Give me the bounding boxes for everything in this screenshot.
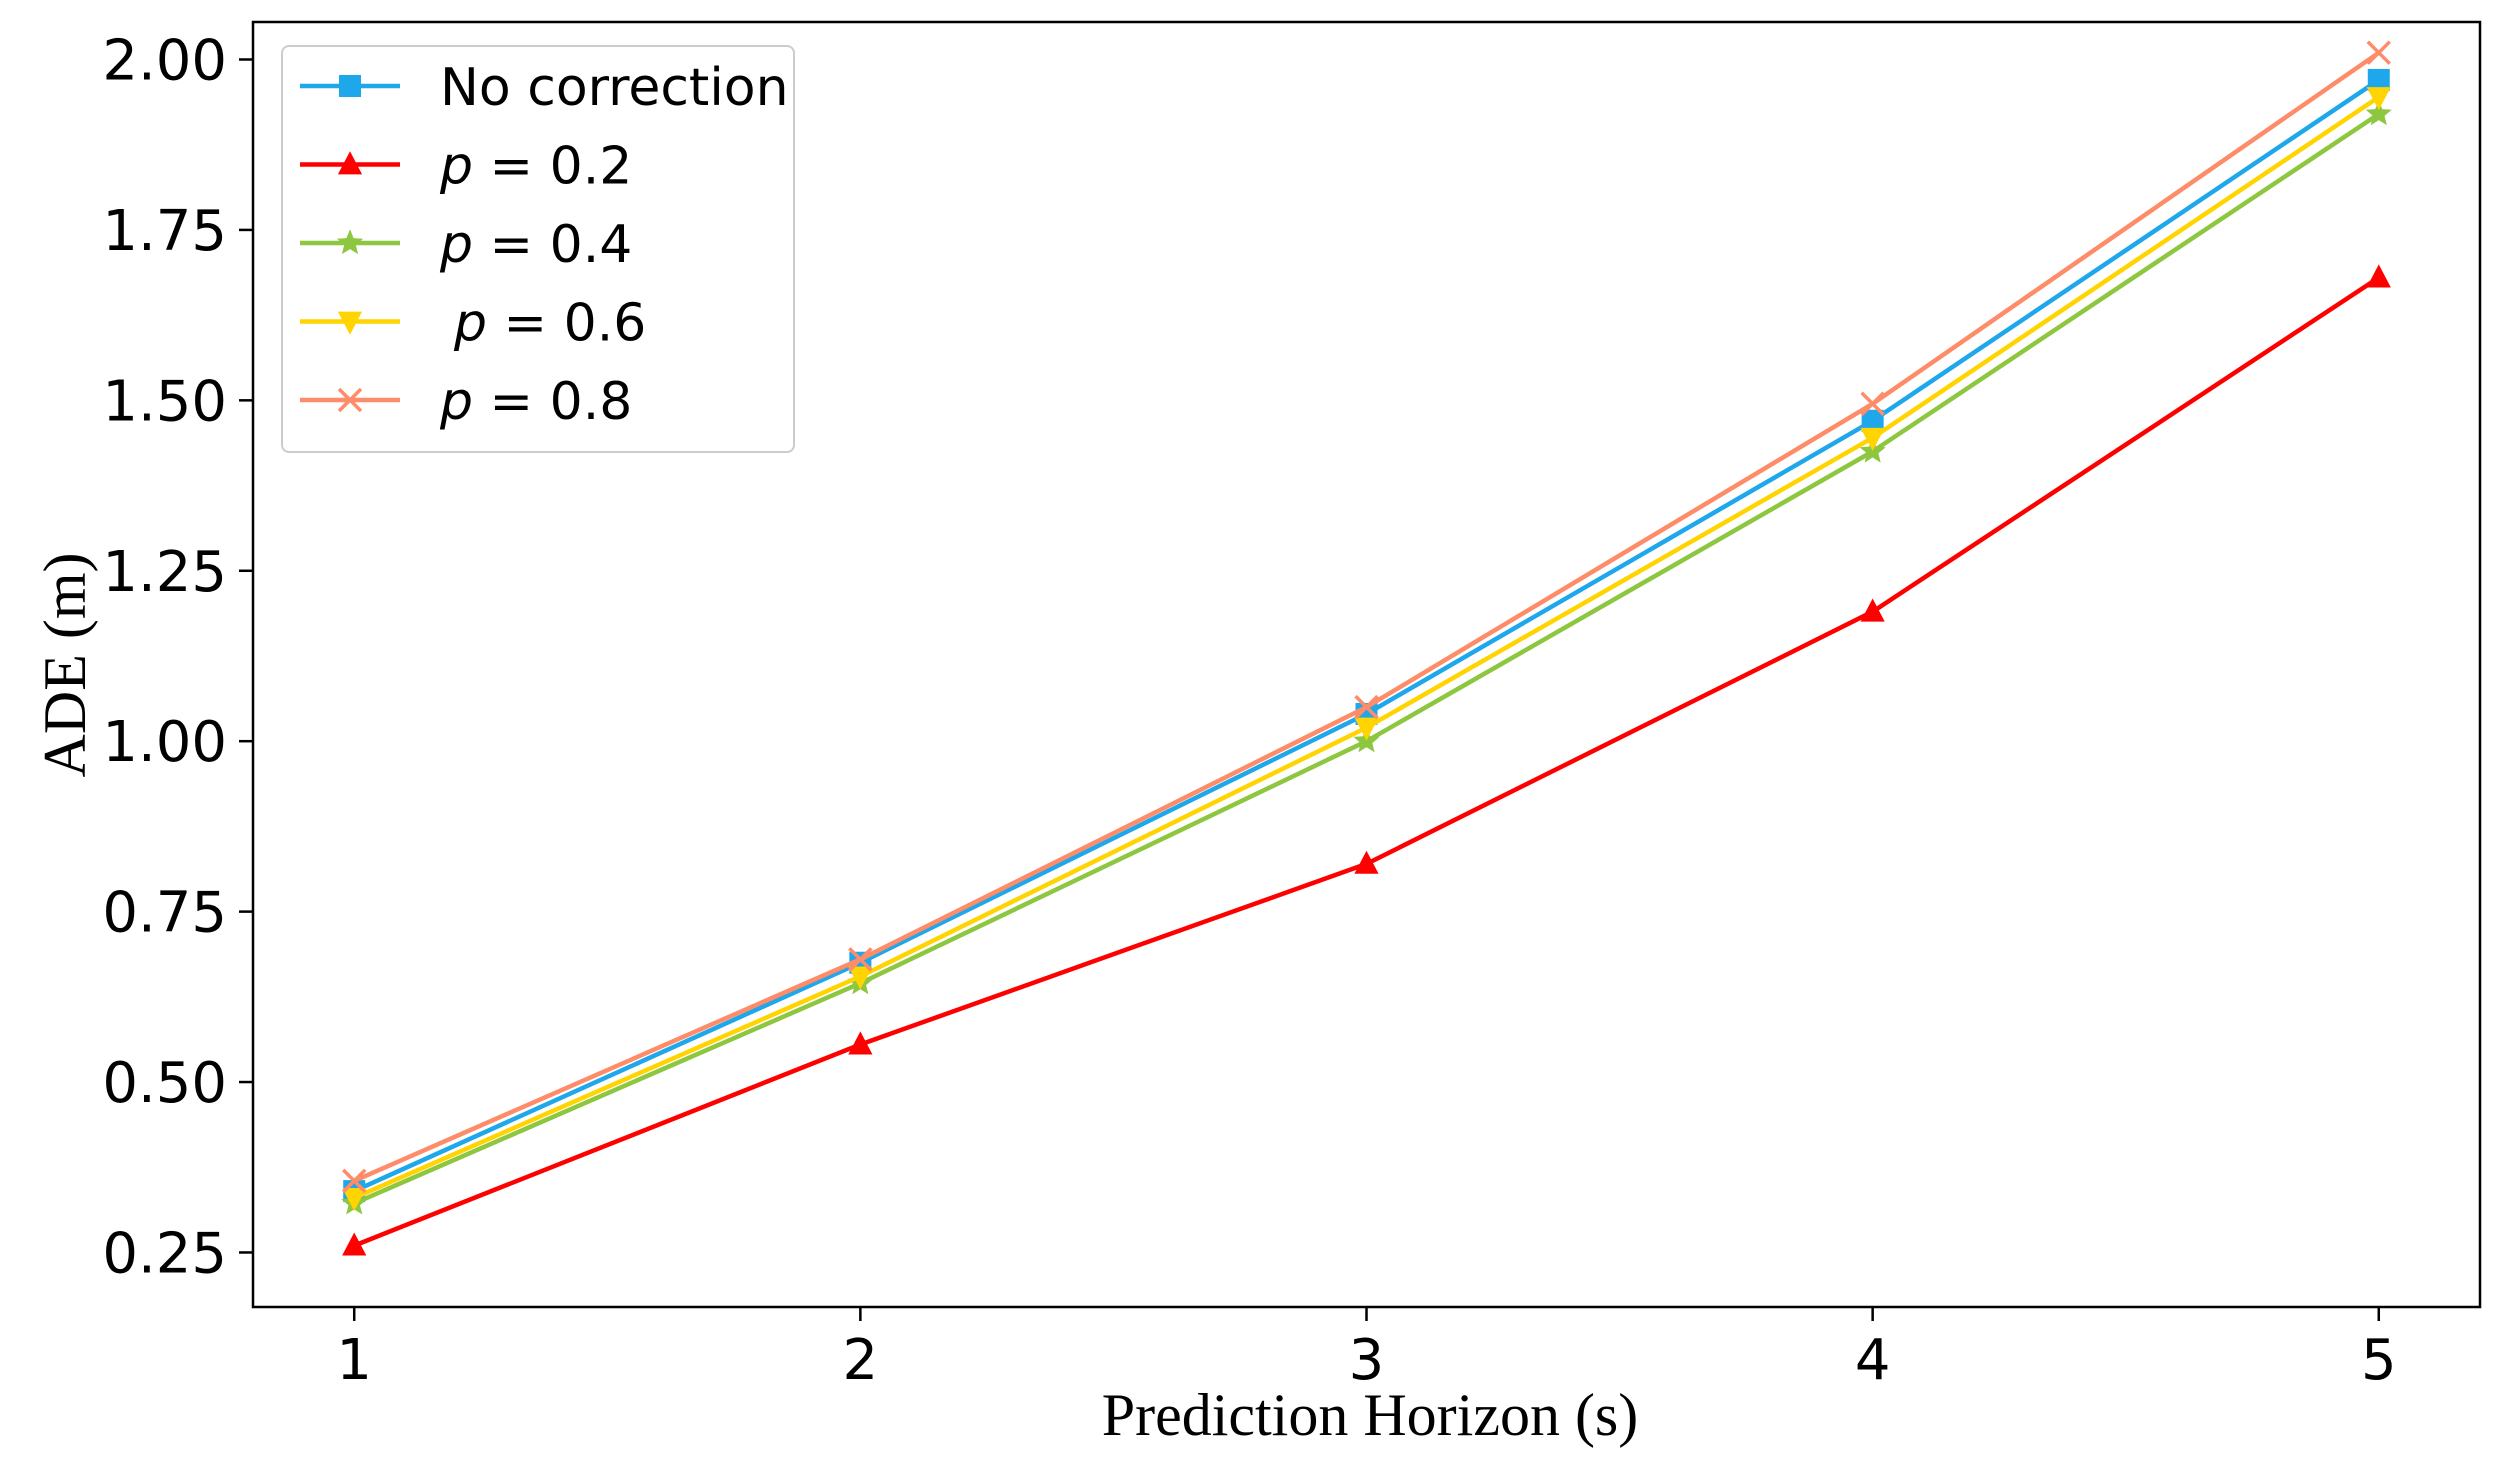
x-axis-title: Prediction Horizon (s): [1102, 1382, 1639, 1448]
data-point: [848, 966, 873, 990]
data-point: [1354, 694, 1379, 720]
data-point: [1861, 409, 1884, 432]
legend-entry: No correction: [300, 58, 789, 118]
legend: No correction p = 0.2 p = 0.4 p = 0.6 p = 0.…: [281, 45, 795, 453]
legend-marker: [336, 229, 364, 255]
legend-marker: [337, 387, 363, 413]
y-tick-label: 0.50: [102, 1051, 227, 1116]
data-point: [2367, 68, 2390, 91]
legend-entry: p = 0.6: [300, 294, 646, 354]
legend-label: No correction: [440, 58, 789, 118]
x-tick-label: 4: [1855, 1328, 1891, 1393]
legend-entry: p = 0.8: [300, 372, 632, 432]
data-point: [1860, 427, 1885, 452]
x-tick-label: 2: [843, 1328, 879, 1393]
x-tick-label: 1: [336, 1328, 372, 1393]
data-point: [341, 1168, 367, 1194]
y-axis-title: ADE (m): [32, 553, 98, 778]
legend-label: p = 0.8: [439, 372, 632, 432]
series-layer: [341, 40, 2392, 1256]
y-tick-label: 1.25: [102, 540, 227, 605]
data-point: [2365, 100, 2392, 126]
data-point: [1860, 598, 1885, 622]
data-point: [1354, 850, 1379, 874]
y-tick-label: 2.00: [102, 28, 227, 93]
legend-entry: p = 0.4: [300, 215, 632, 275]
x-tick-label: 5: [2361, 1328, 2397, 1393]
legend-label: p = 0.6: [453, 294, 646, 354]
y-tick-label: 0.75: [102, 881, 227, 946]
y-tick-label: 1.00: [102, 710, 227, 775]
legend-box: [281, 45, 795, 453]
data-point: [2366, 264, 2391, 288]
data-point: [848, 1031, 873, 1055]
series-5: [341, 40, 2392, 1194]
legend-label: p = 0.4: [439, 215, 632, 275]
data-point: [848, 947, 873, 972]
y-tick-label: 1.50: [102, 369, 227, 434]
legend-marker: [337, 311, 363, 335]
data-point: [342, 1188, 367, 1212]
y-tick-label: 0.25: [102, 1221, 227, 1286]
data-point: [1860, 391, 1885, 416]
legend-label: p = 0.2: [439, 137, 632, 197]
data-point: [342, 1232, 367, 1256]
y-tick-label: 1.75: [102, 199, 227, 264]
legend-entry: p = 0.2: [300, 137, 632, 197]
data-point: [2366, 40, 2392, 65]
data-point: [1354, 717, 1379, 741]
series-4: [342, 87, 2391, 1212]
x-tick-label: 3: [1349, 1328, 1385, 1393]
data-point: [2366, 87, 2391, 111]
legend-marker: [339, 75, 361, 97]
legend-marker: [337, 151, 363, 175]
axes-layer: 1 2 3 4 5 0.25 0.50 0.75 1.00 1.25 1.50 1.75 2.00: [102, 28, 2396, 1393]
series-2: [342, 264, 2391, 1256]
